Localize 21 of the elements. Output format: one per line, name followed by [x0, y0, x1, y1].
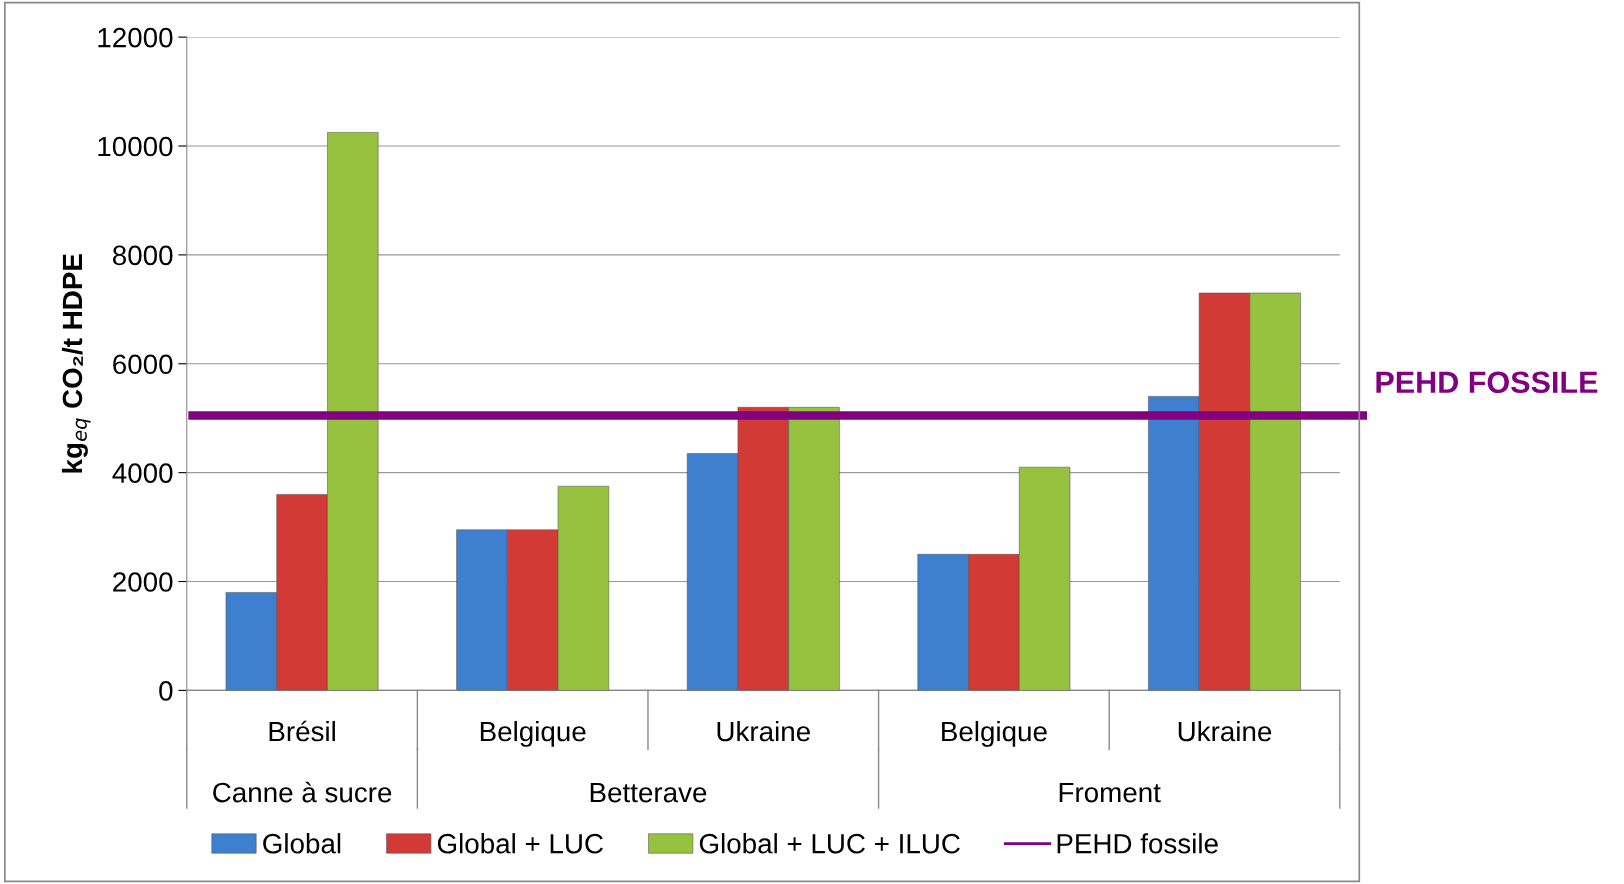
x-tick-label: Ukraine	[1178, 720, 1272, 742]
text: Betterave	[590, 783, 707, 803]
y-tick-label: 8000	[112, 245, 173, 266]
y-tick-label: 2000	[113, 572, 173, 592]
y-axis-title: kg$_{eq}$ CO₂/t HDPE	[61, 254, 91, 473]
y-tick-label: 10000	[98, 136, 173, 157]
x-tick-label: Belgique	[480, 720, 586, 747]
y-tick-label: 4000	[112, 463, 173, 483]
x-tick-label: Ukraine	[717, 720, 810, 742]
text: Froment	[1059, 783, 1161, 803]
legend-label: PEHD fossile	[1057, 833, 1218, 854]
y-tick-label: 6000	[113, 354, 173, 375]
x-tick-label: Brésil	[269, 720, 335, 742]
legend-label: Global + LUC	[437, 833, 603, 854]
legend-label: Global	[263, 833, 341, 854]
y-tick-label: 12000	[98, 27, 173, 48]
x-tick-label: Belgique	[942, 720, 1047, 747]
text: Canne à sucre	[213, 781, 392, 803]
y-tick-label: 0	[159, 681, 173, 701]
text: PEHD FOSSILE	[1376, 371, 1598, 394]
legend-label: Global + LUC + ILUC	[699, 833, 960, 854]
